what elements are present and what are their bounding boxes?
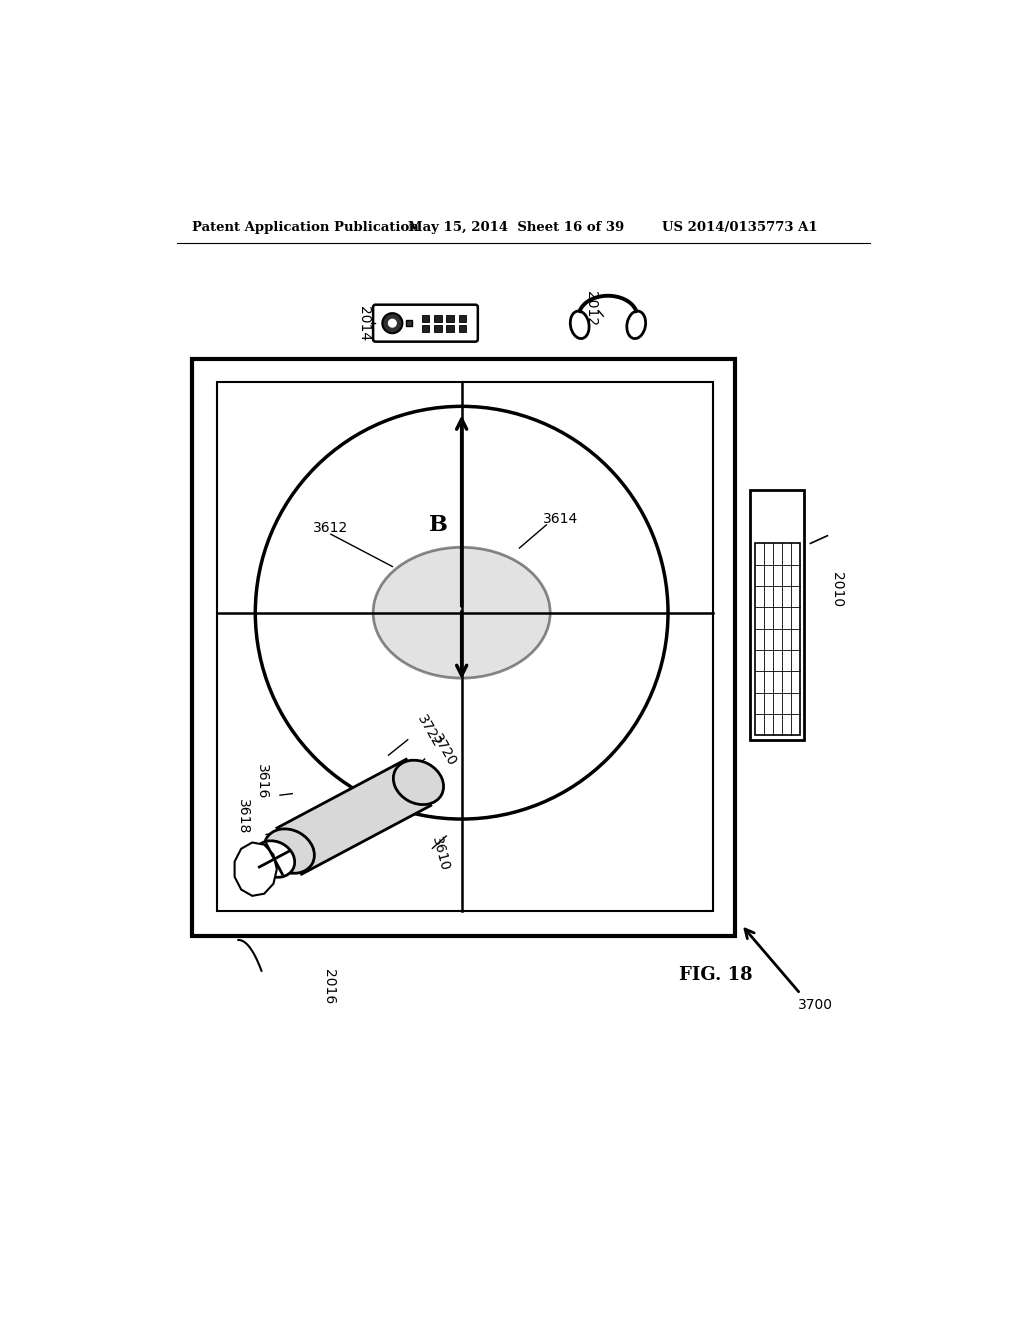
Ellipse shape <box>373 548 550 678</box>
Text: 3722: 3722 <box>414 713 443 750</box>
Ellipse shape <box>264 829 314 874</box>
Text: 3720: 3720 <box>429 731 459 768</box>
Polygon shape <box>234 842 276 896</box>
Polygon shape <box>276 759 431 874</box>
Text: 3610: 3610 <box>429 836 452 874</box>
Text: US 2014/0135773 A1: US 2014/0135773 A1 <box>662 222 817 234</box>
Text: 3612: 3612 <box>313 521 348 535</box>
Text: 3614: 3614 <box>543 512 578 525</box>
Text: B: B <box>429 513 447 536</box>
Bar <box>446 326 454 333</box>
Text: FIG. 18: FIG. 18 <box>679 966 753 983</box>
Text: 3616: 3616 <box>255 764 269 800</box>
Bar <box>751 490 804 739</box>
Bar <box>422 326 429 333</box>
Text: 2012: 2012 <box>584 290 598 326</box>
Text: 3700: 3700 <box>799 998 834 1012</box>
Text: 2010: 2010 <box>830 572 845 607</box>
Text: May 15, 2014  Sheet 16 of 39: May 15, 2014 Sheet 16 of 39 <box>408 222 624 234</box>
Bar <box>434 315 441 322</box>
Circle shape <box>382 313 402 333</box>
Circle shape <box>388 319 396 327</box>
Bar <box>422 315 429 322</box>
Bar <box>217 381 713 911</box>
Text: Patent Application Publication: Patent Application Publication <box>193 222 419 234</box>
Bar <box>459 315 466 322</box>
Bar <box>755 544 800 735</box>
Ellipse shape <box>570 312 589 338</box>
Ellipse shape <box>393 760 443 805</box>
Bar <box>446 315 454 322</box>
FancyBboxPatch shape <box>373 305 478 342</box>
Bar <box>407 321 413 326</box>
Bar <box>459 326 466 333</box>
Bar <box>193 359 735 936</box>
Text: 2014: 2014 <box>357 306 371 341</box>
Ellipse shape <box>254 841 295 878</box>
Text: 2016: 2016 <box>323 969 336 1003</box>
Ellipse shape <box>627 312 646 338</box>
Bar <box>434 326 441 333</box>
Text: 3618: 3618 <box>237 799 250 834</box>
